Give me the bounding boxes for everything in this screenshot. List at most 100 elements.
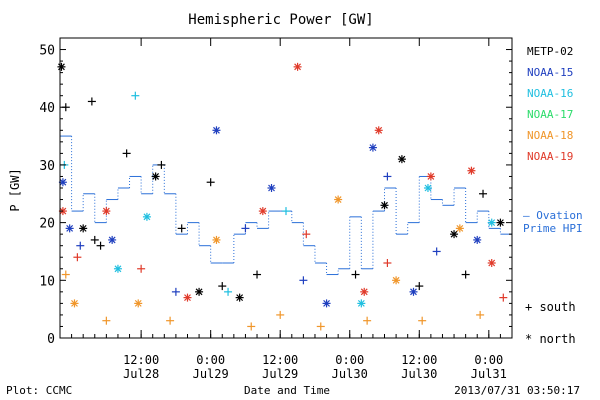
data-point-north [235,293,244,302]
data-point-north [151,172,160,181]
data-point-south [499,293,508,302]
data-point-north [487,218,496,227]
data-point-north [258,207,267,216]
data-point-south [131,91,140,100]
data-point-north [108,235,117,244]
chart-legend: METP-02 NOAA-15 NOAA-16 NOAA-17 NOAA-18 NOAA-… [523,45,583,346]
x-tick-time-label: 12:00 [401,353,437,367]
data-point-north [142,212,151,221]
data-point-north [322,299,331,308]
legend-entry: NOAA-18 [527,129,573,142]
data-point-south [137,264,146,273]
data-point-south [415,282,424,291]
x-tick-time-label: 12:00 [123,353,159,367]
x-tick-time-label: 0:00 [196,353,225,367]
x-tick-date-label: Jul29 [262,367,298,381]
data-point-north [195,287,204,296]
data-point-south [383,259,392,267]
data-point-south [247,322,256,331]
data-point-south [157,160,166,169]
legend-entry: NOAA-15 [527,66,573,79]
data-point-north [487,259,496,267]
data-point-south [171,287,180,296]
x-tick-date-label: Jul31 [471,367,507,381]
data-point-south [383,172,392,181]
data-point-south [282,207,290,216]
data-point-south [61,270,70,279]
x-tick-date-label: Jul28 [123,367,159,381]
data-point-north [134,299,143,308]
y-tick-label: 10 [39,274,55,289]
legend-entry: METP-02 [527,45,573,58]
y-tick-label: 20 [39,217,55,232]
data-point-north [212,126,221,135]
data-point-south [276,310,285,319]
data-point-north [368,143,377,152]
data-point-south [418,316,427,325]
x-tick-time-label: 12:00 [262,353,298,367]
data-point-north [293,62,302,71]
y-tick-label: 30 [39,159,55,174]
data-point-south [253,270,262,279]
data-point-south [316,322,325,331]
data-point-north [334,195,343,204]
data-point-north [70,299,79,308]
chart-title: Hemispheric Power [GW] [188,12,373,28]
data-point-south [102,316,111,325]
data-point-north [392,276,401,285]
legend-ovation-label-line2: Prime HPI [523,222,583,235]
x-tick-date-label: Jul30 [332,367,368,381]
data-point-north [65,224,74,233]
data-point-north [374,126,383,135]
data-point-north [397,155,406,164]
legend-north-symbol: * north [525,332,576,346]
data-point-north [496,218,505,227]
plot-credit: Plot: CCMC [6,384,72,397]
data-point-south [302,230,311,239]
data-point-north [79,224,88,233]
x-tick-date-label: Jul30 [401,367,437,381]
y-tick-label: 0 [47,332,55,347]
data-point-south [241,224,250,233]
data-point-south [479,189,488,198]
legend-south-symbol: + south [525,300,576,314]
data-point-south [73,253,82,262]
data-point-south [351,270,360,279]
data-point-south [177,224,186,233]
data-point-south [363,316,372,325]
data-point-south [166,316,175,325]
plot-axes: 0102030405012:00Jul280:00Jul2912:00Jul29… [39,37,513,381]
data-point-north [473,235,482,244]
data-point-north [57,62,66,71]
ovation-prime-hpi-series [60,135,513,287]
data-point-north [267,184,276,192]
data-point-north [357,299,366,308]
x-tick-time-label: 0:00 [474,353,503,367]
data-point-south [87,97,96,106]
data-point-north [360,287,369,296]
data-point-north [455,224,464,233]
data-point-north [212,235,221,244]
y-tick-label: 50 [39,44,55,59]
legend-entry: NOAA-19 [527,150,573,163]
data-point-south [432,247,441,256]
data-point-north [409,287,418,296]
data-point-south [122,149,131,158]
x-tick-date-label: Jul29 [193,367,229,381]
data-point-north [423,184,432,192]
data-point-south [299,276,308,285]
x-tick-time-label: 0:00 [335,353,364,367]
data-point-south [224,287,233,296]
x-axis-label: Date and Time [244,384,330,397]
satellite-data-points [57,62,508,331]
data-point-north [426,172,435,181]
data-point-south [206,178,215,187]
plot-timestamp: 2013/07/31 03:50:17 [454,384,580,397]
data-point-north [380,201,389,210]
data-point-north [467,166,476,175]
data-point-south [461,270,470,279]
y-tick-label: 40 [39,101,55,116]
data-point-north [102,207,111,216]
data-point-south [76,241,85,250]
